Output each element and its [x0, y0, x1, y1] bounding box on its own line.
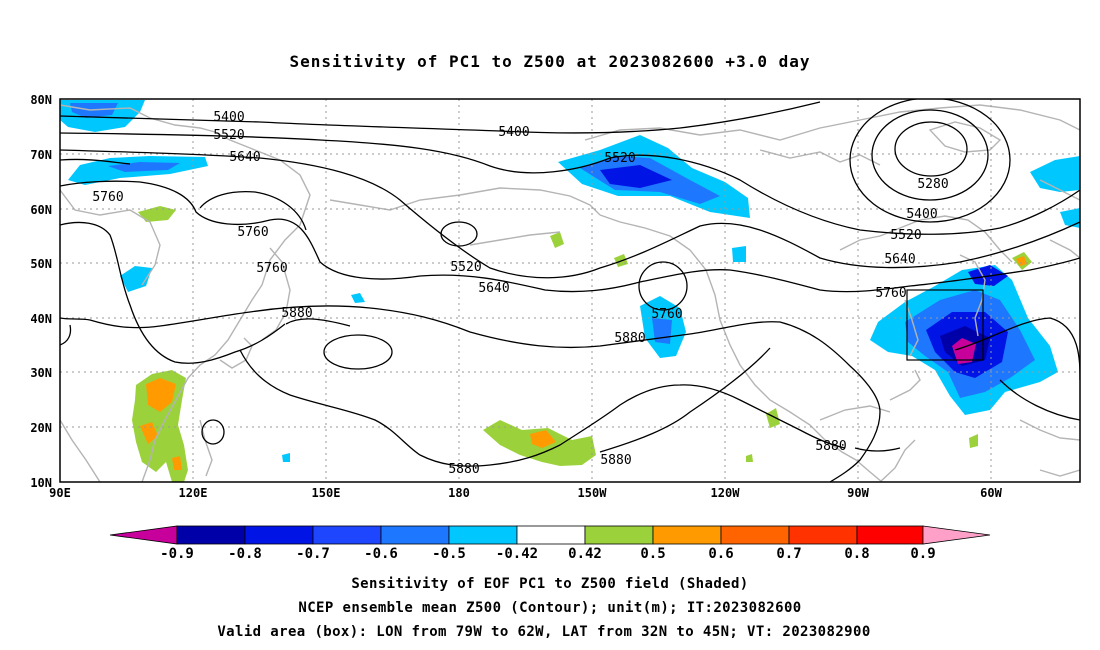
colorbar-label: -0.5: [432, 546, 466, 562]
colorbar-swatch: [720, 525, 790, 545]
caption-line-3: Valid area (box): LON from 79W to 62W, L…: [217, 624, 870, 640]
lat-tick-label: 70N: [30, 148, 52, 162]
map-panel: 5400 5520 5640 5760 5400 5520 5760 5760 …: [30, 93, 1081, 500]
colorbar-swatch: [448, 525, 518, 545]
sensitivity-shading: [60, 100, 1080, 482]
colorbar-label: 0.5: [640, 546, 665, 562]
contour-labels: 5400 5520 5640 5760 5400 5520 5760 5760 …: [92, 110, 948, 477]
contour-label: 5520: [213, 128, 244, 143]
lon-tick-label: 90W: [847, 486, 869, 500]
colorbar-label: -0.8: [228, 546, 262, 562]
lat-tick-label: 10N: [30, 476, 52, 490]
colorbar-label: -0.6: [364, 546, 398, 562]
lon-tick-label: 60W: [980, 486, 1002, 500]
contour-label: 5880: [448, 462, 479, 477]
contour-label: 5640: [478, 281, 509, 296]
contour-label: 5880: [281, 306, 312, 321]
contour-label: 5760: [237, 225, 268, 240]
caption-line-2: NCEP ensemble mean Z500 (Contour); unit(…: [298, 600, 801, 616]
contour-label: 5520: [450, 260, 481, 275]
lon-tick-label: 150W: [578, 486, 608, 500]
colorbar-swatch: [856, 525, 924, 545]
colorbar-swatch: [652, 525, 722, 545]
colorbar-label: -0.42: [496, 546, 538, 562]
contour-label: 5880: [600, 453, 631, 468]
latitude-axis: 80N 70N 60N 50N 40N 30N 20N 10N: [30, 93, 52, 490]
colorbar-swatch: [109, 525, 178, 545]
colorbar-swatch: [244, 525, 314, 545]
lon-tick-label: 180: [448, 486, 470, 500]
lat-tick-label: 20N: [30, 421, 52, 435]
lon-tick-label: 90E: [49, 486, 71, 500]
colorbar-swatch: [788, 525, 858, 545]
colorbar: -0.9 -0.8 -0.7 -0.6 -0.5 -0.42 0.42 0.5 …: [109, 525, 991, 562]
lon-tick-label: 120E: [179, 486, 208, 500]
colorbar-label: 0.42: [568, 546, 602, 562]
lon-tick-label: 120W: [711, 486, 741, 500]
colorbar-label: 0.9: [910, 546, 935, 562]
contour-label: 5760: [256, 261, 287, 276]
z500-contours: [60, 99, 1080, 482]
colorbar-label: 0.8: [844, 546, 869, 562]
contour-label: 5640: [229, 150, 260, 165]
contour-label: 5760: [92, 190, 123, 205]
colorbar-swatch: [584, 525, 654, 545]
colorbar-label: 0.7: [776, 546, 801, 562]
colorbar-swatch: [922, 525, 991, 545]
contour-label: 5880: [815, 439, 846, 454]
lat-tick-label: 80N: [30, 93, 52, 107]
valid-area-box: [906, 289, 984, 361]
contour-label: 5400: [498, 125, 529, 140]
contour-label: 5640: [884, 252, 915, 267]
map-frame: [59, 98, 1081, 483]
figure-title: Sensitivity of PC1 to Z500 at 2023082600…: [289, 52, 810, 71]
longitude-axis: 90E 120E 150E 180 150W 120W 90W 60W: [49, 486, 1002, 500]
lat-tick-label: 40N: [30, 312, 52, 326]
contour-label: 5520: [890, 228, 921, 243]
contour-label: 5760: [651, 307, 682, 322]
colorbar-label: -0.7: [296, 546, 330, 562]
contour-5880: [60, 305, 881, 482]
colorbar-label: -0.9: [160, 546, 194, 562]
colorbar-swatch: [176, 525, 246, 545]
contour-label: 5280: [917, 177, 948, 192]
grid-lines: [60, 99, 1080, 482]
contour-label: 5760: [875, 286, 906, 301]
contour-5640: [60, 149, 1080, 279]
contour-5760: [60, 180, 1080, 293]
lat-tick-label: 60N: [30, 203, 52, 217]
contour-5400: [60, 101, 821, 134]
lat-tick-label: 30N: [30, 366, 52, 380]
caption-line-1: Sensitivity of EOF PC1 to Z500 field (Sh…: [351, 576, 748, 592]
contour-label: 5400: [906, 207, 937, 222]
colorbar-swatch: [380, 525, 450, 545]
colorbar-label: 0.6: [708, 546, 733, 562]
colorbar-swatch: [516, 525, 586, 545]
colorbar-swatch: [312, 525, 382, 545]
contour-5520: [60, 132, 1080, 235]
lon-tick-label: 150E: [312, 486, 341, 500]
contour-label: 5520: [604, 151, 635, 166]
contour-label: 5400: [213, 110, 244, 125]
contour-label: 5880: [614, 331, 645, 346]
lat-tick-label: 50N: [30, 257, 52, 271]
